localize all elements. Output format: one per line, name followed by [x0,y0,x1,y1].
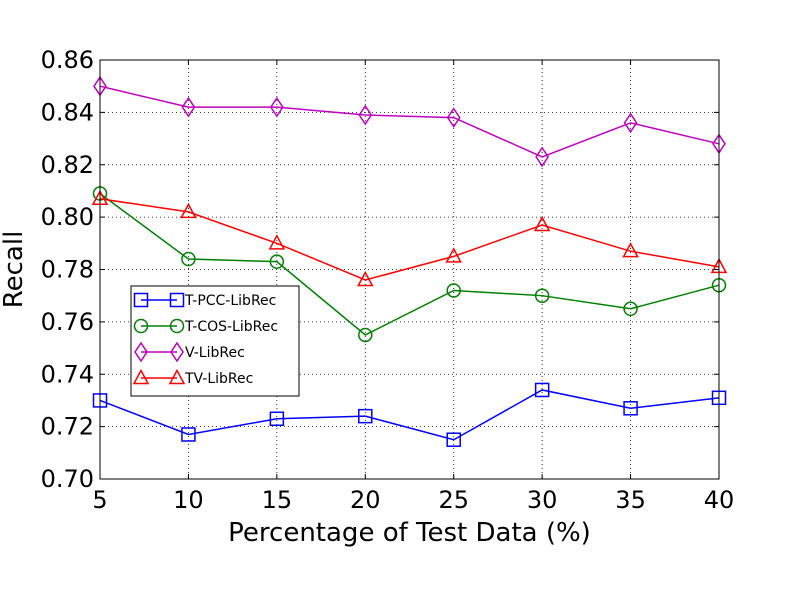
data-point-t-cos-librec [534,288,550,303]
x-tick-label: 25 [438,486,469,514]
series-tv-librec [91,189,728,287]
x-tick-label: 15 [262,486,293,514]
legend-marker [133,318,149,334]
y-tick-label: 0.74 [41,360,94,388]
data-point-tv-librec [268,234,286,250]
x-tick-label: 40 [704,486,735,514]
data-point-tv-librec [180,202,197,219]
x-tick-label: 10 [173,486,204,514]
y-tick-label: 0.76 [41,308,94,336]
grid [99,59,720,480]
y-tick-label: 0.72 [41,413,94,441]
x-tick-label: 35 [615,486,646,514]
data-point-t-pcc-librec [358,408,373,424]
data-point-t-cos-librec [358,327,373,343]
data-point-v-librec [623,112,638,134]
data-point-t-pcc-librec [269,411,285,427]
axis-ticks: 5 10 15 20 25 30 35 40 0.70 0.72 0.74 0.76 0.78 0.80 0… [41,46,735,514]
legend-marker [169,292,185,308]
legend-label: T-PCC-LibRec [184,293,276,309]
data-point-v-librec [358,104,373,126]
legend-marker [168,368,186,385]
legend-marker [132,368,150,385]
y-tick-label: 0.70 [41,465,94,493]
data-point-t-cos-librec [623,301,638,317]
data-point-tv-librec [357,270,374,287]
legend-marker [169,318,185,334]
data-point-v-librec [446,107,461,128]
data-point-t-pcc-librec [623,401,638,416]
data-point-v-librec [269,96,284,118]
series-line-t-pcc-librec [99,389,720,441]
legend-marker [134,341,148,363]
legend-label: T-COS-LibRec [184,319,278,335]
data-point-t-pcc-librec [446,432,461,447]
x-tick-label: 5 [92,486,107,514]
y-tick-label: 0.80 [41,203,94,231]
legend: T-PCC-LibRec T-COS-LibRec V-LibRec TV-LibRe… [130,285,300,397]
series-line-tv-librec [99,198,720,281]
legend-entry-tv-librec: TV-LibRec [132,368,253,387]
legend-label: V-LibRec [185,345,245,361]
legend-marker [133,292,149,308]
y-tick-label: 0.86 [41,46,94,74]
y-tick-label: 0.82 [41,151,94,179]
series-line-t-cos-librec [99,192,720,336]
data-point-tv-librec [445,247,462,263]
legend-marker [170,341,184,363]
series-line-v-librec [99,85,720,158]
y-tick-label: 0.78 [41,256,94,284]
x-tick-label: 20 [350,486,381,514]
legend-entry-t-pcc-librec: T-PCC-LibRec [133,292,276,309]
data-point-tv-librec [622,242,639,258]
data-point-v-librec [535,146,550,168]
y-axis-label: Recall [0,231,29,309]
data-point-t-pcc-librec [181,427,196,442]
data-point-t-pcc-librec [534,382,550,398]
data-point-t-cos-librec [269,254,285,269]
x-tick-label: 30 [527,486,558,514]
series-v-librec [93,75,726,168]
data-point-t-cos-librec [446,283,461,298]
data-point-tv-librec [533,215,551,232]
legend-entry-v-librec: V-LibRec [134,341,245,363]
y-tick-label: 0.84 [41,98,94,126]
x-axis-label: Percentage of Test Data (%) [228,518,591,548]
data-point-v-librec [181,96,196,118]
legend-label: TV-LibRec [184,371,253,387]
data-point-t-cos-librec [181,251,196,267]
legend-entry-t-cos-librec: T-COS-LibRec [133,318,278,335]
